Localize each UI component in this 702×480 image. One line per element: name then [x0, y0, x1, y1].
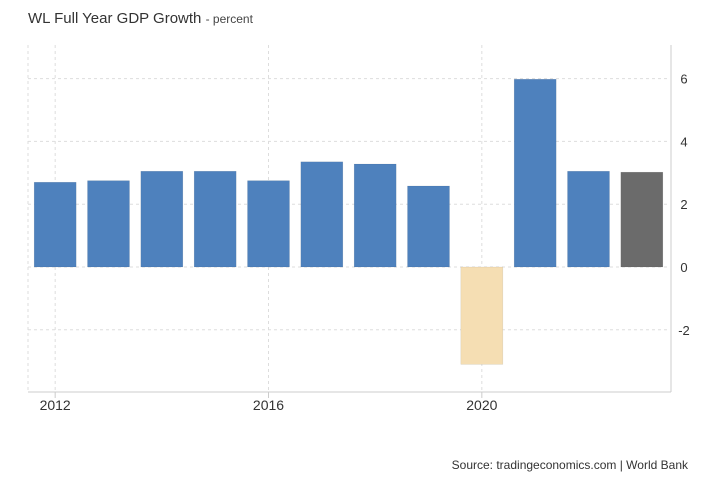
source-credit: Source: tradingeconomics.com | World Ban…: [451, 458, 688, 472]
x-tick-label-2016: 2016: [253, 397, 284, 413]
y-tick-label--2: -2: [678, 323, 690, 338]
bar-2018: [353, 163, 397, 268]
y-tick-label-0: 0: [680, 260, 687, 275]
bar-2016: [247, 180, 290, 268]
chart-title: WL Full Year GDP Growth - percent: [28, 10, 253, 27]
bar-2017: [300, 161, 344, 268]
bar-2020: [460, 266, 504, 365]
bar-2023: [620, 171, 664, 268]
chart-subtitle: - percent: [205, 12, 253, 26]
bar-2012: [33, 181, 77, 268]
bar-2019: [407, 185, 450, 268]
y-tick-label-6: 6: [680, 72, 687, 87]
bar-2013: [87, 180, 130, 268]
chart-title-text: WL Full Year GDP Growth: [28, 10, 202, 27]
x-tick-label-2012: 2012: [40, 397, 71, 413]
x-tick-label-2020: 2020: [466, 397, 497, 413]
bar-2014: [140, 170, 184, 268]
y-tick-label-4: 4: [680, 134, 687, 149]
bar-2015: [193, 170, 237, 268]
bar-2021: [513, 78, 557, 268]
bar-2022: [567, 170, 610, 268]
y-tick-label-2: 2: [680, 197, 687, 212]
